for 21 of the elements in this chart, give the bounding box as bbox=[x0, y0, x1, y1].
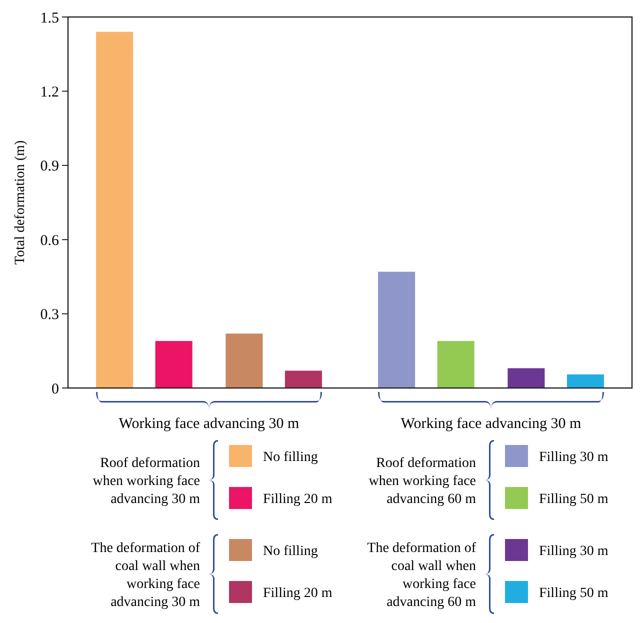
text: Roof deformation when working face advancing 30 m bbox=[92, 456, 200, 507]
legend-label: Filling 20 m bbox=[263, 492, 332, 507]
y-tick-label: 1.5 bbox=[40, 10, 59, 26]
legend-label: Filling 30 m bbox=[539, 450, 608, 465]
text: Roof deformation when working face advancing 60 m bbox=[368, 456, 476, 507]
legend-label: Filling 30 m bbox=[539, 544, 608, 559]
text: The deformation of coal wall when working face advancing 60 m bbox=[367, 540, 476, 610]
x-tick-label: Working face advancing 30 m bbox=[118, 416, 300, 432]
legend-label: Filling 50 m bbox=[539, 586, 608, 601]
legend-label: Filling 20 m bbox=[263, 586, 332, 601]
x-tick-label: Working face advancing 30 m bbox=[400, 416, 582, 432]
y-tick-label: 0.9 bbox=[40, 158, 59, 175]
y-axis-title: Total deformation (m) bbox=[13, 140, 28, 265]
y-tick-label: 0.3 bbox=[40, 307, 59, 324]
y-tick-label: 0.6 bbox=[40, 232, 60, 249]
text: The deformation of coal wall when working face advancing 30 m bbox=[91, 540, 200, 610]
y-tick-label: 0 bbox=[52, 381, 59, 398]
legend-label: Filling 50 m bbox=[539, 492, 608, 507]
y-tick-label: 1.2 bbox=[40, 84, 59, 100]
legend-label: No filling bbox=[263, 450, 318, 465]
legend-label: No filling bbox=[263, 544, 318, 559]
